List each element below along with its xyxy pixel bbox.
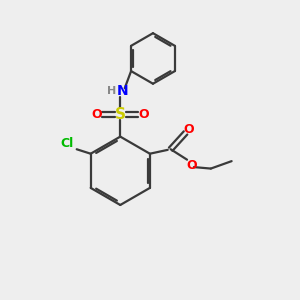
Text: S: S — [115, 107, 126, 122]
Text: Cl: Cl — [60, 137, 74, 150]
Text: O: O — [183, 123, 194, 136]
Text: O: O — [138, 108, 149, 121]
Text: O: O — [92, 108, 102, 121]
Text: N: N — [117, 84, 128, 98]
Text: O: O — [186, 159, 197, 172]
Text: H: H — [107, 86, 116, 96]
